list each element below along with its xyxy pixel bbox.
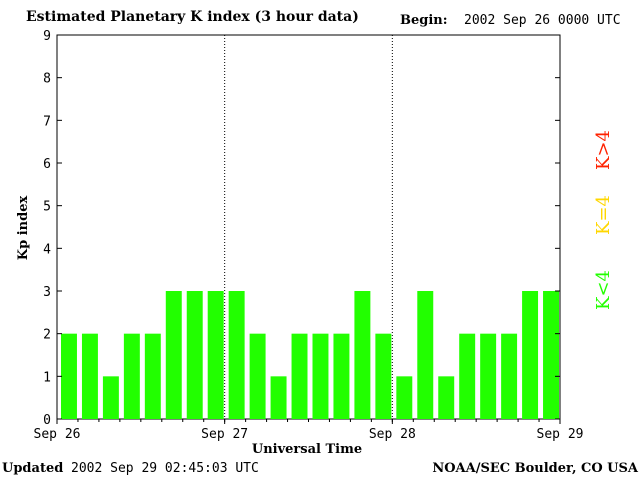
kp-bar (249, 333, 266, 419)
x-tick-label: Sep 26 (34, 427, 81, 442)
kp-bar (228, 291, 245, 419)
kp-bar (270, 376, 287, 419)
kp-bar (123, 333, 140, 419)
kp-bar (438, 376, 455, 419)
kp-bar (102, 376, 119, 419)
kp-bar (417, 291, 434, 419)
y-tick-label: 0 (43, 413, 51, 428)
kp-bar (81, 333, 98, 419)
x-axis-title: Universal Time (252, 442, 362, 457)
legend-entry: K>4 (593, 130, 614, 170)
kp-bar (501, 333, 518, 419)
legend-entry: K=4 (593, 195, 614, 235)
kp-bar (543, 291, 559, 419)
updated-value: 2002 Sep 29 02:45:03 UTC (71, 461, 259, 476)
y-tick-label: 2 (43, 328, 51, 343)
y-tick-label: 6 (43, 157, 51, 172)
kp-bar (186, 291, 203, 419)
begin-value: 2002 Sep 26 0000 UTC (464, 13, 621, 28)
y-tick-label: 8 (43, 72, 51, 87)
kp-bar (333, 333, 350, 419)
kp-bar (165, 291, 182, 419)
y-tick-label: 4 (43, 242, 51, 257)
y-axis-title: Kp index (16, 196, 31, 261)
x-tick-label: Sep 28 (369, 427, 416, 442)
kp-bar (375, 333, 392, 419)
updated-label: Updated (2, 461, 64, 476)
kp-bar (61, 333, 77, 419)
y-tick-label: 3 (43, 285, 51, 300)
x-tick-label: Sep 29 (537, 427, 584, 442)
kp-bar (522, 291, 539, 419)
kp-bar (312, 333, 329, 419)
chart-title: Estimated Planetary K index (3 hour data… (26, 9, 359, 25)
kp-bar (459, 333, 476, 419)
begin-label: Begin: (400, 13, 448, 28)
kp-bar (144, 333, 161, 419)
credit-text: NOAA/SEC Boulder, CO USA (432, 461, 638, 476)
y-tick-label: 5 (43, 200, 51, 215)
legend-entry: K<4 (593, 270, 614, 310)
kp-bar (354, 291, 371, 419)
x-tick-label: Sep 27 (201, 427, 248, 442)
kp-bar (207, 291, 224, 419)
kp-bar (291, 333, 308, 419)
y-tick-label: 1 (43, 370, 51, 385)
kp-bar (480, 333, 497, 419)
y-tick-label: 7 (43, 114, 51, 129)
kp-bar (396, 376, 413, 419)
y-tick-label: 9 (43, 29, 51, 44)
